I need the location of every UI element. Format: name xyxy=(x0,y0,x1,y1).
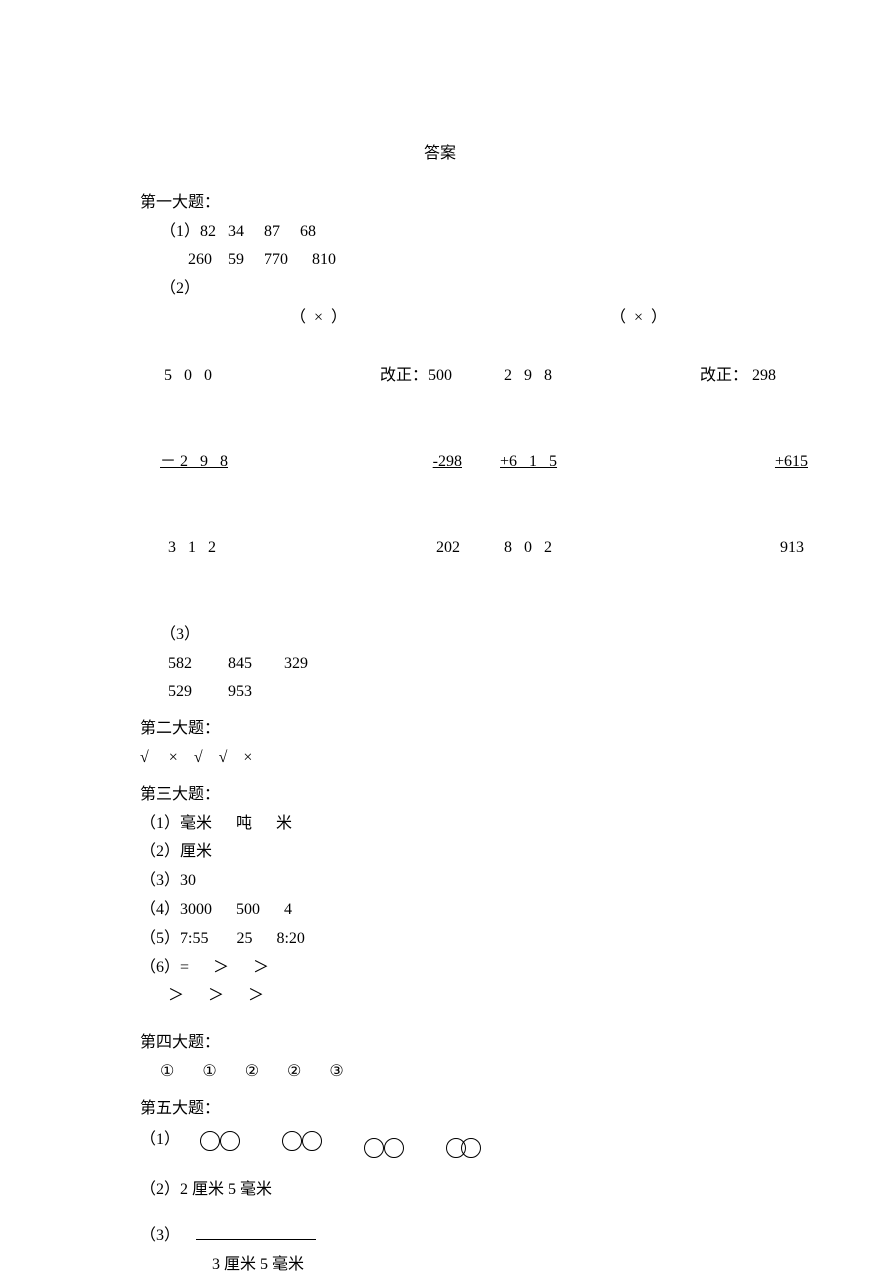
answer-title: 答案 xyxy=(140,140,740,169)
s1-p1: （1）82 34 87 68 xyxy=(160,218,892,247)
arith1-corr-label: 改正： xyxy=(380,367,428,384)
circle-icon xyxy=(461,1138,481,1158)
s3-p5: （5）7:55 25 8:20 xyxy=(140,925,892,954)
section1-heading: 第一大题： xyxy=(140,189,892,218)
s1-p1-v2: 34 xyxy=(228,223,244,240)
s4-answers: ① ① ② ② ③ xyxy=(160,1058,892,1087)
circle-icon xyxy=(220,1131,240,1151)
s1-p1-v3: 87 xyxy=(264,223,280,240)
arith2-corr: 改正： 298 +615 913 xyxy=(700,304,820,621)
s1-p2-label: （2） xyxy=(160,275,892,304)
arith2-corr-label: 改正： xyxy=(700,367,748,384)
s3-p3: （3）30 xyxy=(140,867,892,896)
arith2-corr-bot: +615 xyxy=(700,448,820,477)
s1-p3-row2: 529 953 xyxy=(160,678,892,707)
arith2-corr-res: 913 xyxy=(700,534,820,563)
arith2-top: 2 9 8 xyxy=(500,362,610,391)
s5-p3-label: （3） xyxy=(140,1227,180,1244)
s2-a4: √ xyxy=(219,749,228,766)
circle-icon xyxy=(282,1131,302,1151)
s3-p2: （2）厘米 xyxy=(140,838,892,867)
s4-a1: ① xyxy=(160,1063,174,1080)
measure-line xyxy=(196,1239,316,1240)
circle-icon xyxy=(364,1138,384,1158)
s1-p1-label: （1） xyxy=(160,223,200,240)
arith1-corr-res: 202 xyxy=(380,534,480,563)
s2-a1: √ xyxy=(140,749,149,766)
arith2-mark: （ × ） xyxy=(610,304,700,333)
s1-p3-v1: 582 xyxy=(168,655,192,672)
circle-pair-3 xyxy=(364,1138,404,1158)
section4-heading: 第四大题： xyxy=(140,1029,892,1058)
arith1: 5 0 0 － 2 9 8 3 1 2 xyxy=(160,304,290,621)
s1-p3-v4: 529 xyxy=(168,683,192,700)
s5-p1-label: （1） xyxy=(140,1126,180,1155)
s4-a2: ① xyxy=(202,1063,216,1080)
s1-p3-v2: 845 xyxy=(228,655,252,672)
s1-p1-v5: 260 xyxy=(188,251,212,268)
s1-p1-v8: 810 xyxy=(312,251,336,268)
s2-a2: × xyxy=(169,749,178,766)
circle-pair-4 xyxy=(446,1138,481,1158)
s1-arith-row: 5 0 0 － 2 9 8 3 1 2 （ × ） 改正：500 -298 20… xyxy=(160,304,892,621)
arith2-res: 8 0 2 xyxy=(500,534,610,563)
s1-p3-label: （3） xyxy=(160,621,892,650)
s1-p3-v5: 953 xyxy=(228,683,252,700)
s1-p1-v7: 770 xyxy=(264,251,288,268)
section2-heading: 第二大题： xyxy=(140,715,892,744)
section5-heading: 第五大题： xyxy=(140,1095,892,1124)
s2-a5: × xyxy=(243,749,252,766)
arith1-corr-top: 500 xyxy=(428,367,452,384)
s5-p3: （3） xyxy=(140,1222,892,1251)
s1-p1-v4: 68 xyxy=(300,223,316,240)
circle-pair-1 xyxy=(200,1131,240,1151)
s5-p3-measure: 3 厘米 5 毫米 xyxy=(212,1251,892,1280)
s2-answers: √ × √ √ × xyxy=(140,744,892,773)
arith2-bot: +6 1 5 xyxy=(500,448,610,477)
section3-heading: 第三大题： xyxy=(140,781,892,810)
s4-a5: ③ xyxy=(329,1063,343,1080)
arith1-mark: （ × ） xyxy=(290,304,380,333)
s1-p1-v6: 59 xyxy=(228,251,244,268)
s3-p4: （4）3000 500 4 xyxy=(140,896,892,925)
s1-p1-v1: 82 xyxy=(200,223,216,240)
circle-icon xyxy=(302,1131,322,1151)
arith1-corr: 改正：500 -298 202 xyxy=(380,304,480,621)
s1-p1-row2: 260 59 770 810 xyxy=(188,246,892,275)
s3-p1: （1）毫米 吨 米 xyxy=(140,810,892,839)
circle-icon xyxy=(384,1138,404,1158)
s3-p6b: ＞ ＞ ＞ xyxy=(140,982,892,1011)
s1-p3-v3: 329 xyxy=(284,655,308,672)
s2-a3: √ xyxy=(194,749,203,766)
s5-p2: （2）2 厘米 5 毫米 xyxy=(140,1176,892,1205)
arith1-corr-bot: -298 xyxy=(380,448,480,477)
circle-pair-2 xyxy=(282,1131,322,1151)
arith1-top: 5 0 0 xyxy=(160,362,290,391)
circle-icon xyxy=(200,1131,220,1151)
s4-a4: ② xyxy=(287,1063,301,1080)
arith1-res: 3 1 2 xyxy=(160,534,290,563)
s3-p6a: （6）= ＞ ＞ xyxy=(140,954,892,983)
arith1-bot: － 2 9 8 xyxy=(160,448,290,477)
arith2: 2 9 8 +6 1 5 8 0 2 xyxy=(500,304,610,621)
s4-a3: ② xyxy=(245,1063,259,1080)
s1-p3-row1: 582 845 329 xyxy=(160,650,892,679)
arith2-corr-top: 298 xyxy=(748,367,776,384)
